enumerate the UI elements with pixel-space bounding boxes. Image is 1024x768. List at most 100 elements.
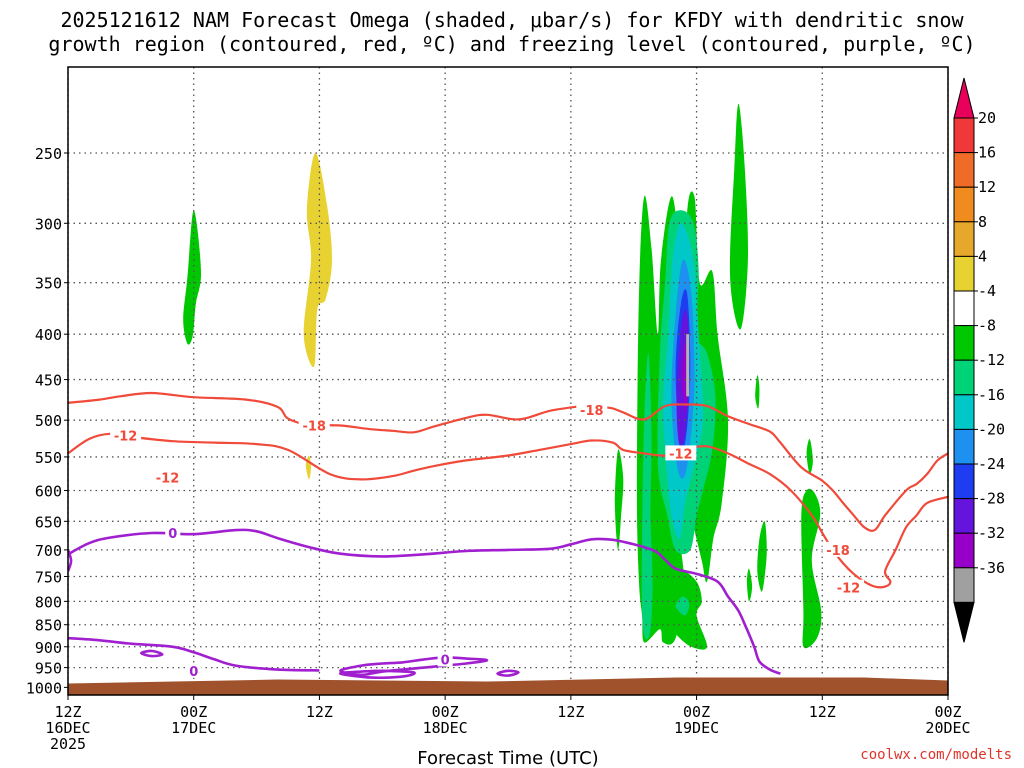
omega-region-14 (641, 352, 653, 640)
y-tick-label-450: 450 (35, 372, 62, 390)
colorbar-swatch-3 (953, 221, 975, 257)
x-tick-label-12-0: 00Z (180, 703, 207, 721)
dgz-extra-label-1-bg (665, 445, 697, 461)
colorbar-label-13: -36 (978, 559, 1005, 577)
omega-region-3 (183, 210, 202, 345)
colorbar-swatch-11 (953, 498, 975, 534)
plot-frame (67, 66, 949, 696)
ground-layer (68, 677, 948, 695)
y-tick-label-850: 850 (35, 617, 62, 635)
colorbar-swatch-8 (953, 394, 975, 430)
dgz-extra-label-2-bg (576, 402, 608, 418)
freezing-contour-3 (339, 669, 416, 680)
colorbar-label-6: -8 (978, 317, 996, 335)
omega-region-8 (757, 521, 767, 592)
omega-region-4 (729, 103, 749, 330)
dgz-extra-label-4-bg (832, 579, 864, 595)
dgz-extra-label-3-bg (822, 541, 854, 557)
x-tick-label-36-1: 18DEC (423, 719, 468, 737)
credit-text: coolwx.com/modelts (860, 747, 1012, 763)
omega-region-6 (806, 438, 813, 475)
x-tick-label-12-1: 17DEC (171, 719, 216, 737)
colorbar-swatch-12 (953, 532, 975, 569)
freezing-label-1-bg (186, 662, 202, 678)
freezing-label-0: 0 (168, 527, 177, 542)
colorbar-label-8: -16 (978, 386, 1005, 404)
colorbar-label-5: -4 (978, 282, 996, 300)
dgz-extra-label-0-bg (152, 469, 184, 485)
freezing-contour-1 (68, 636, 320, 672)
colorbar-swatch-0 (953, 117, 975, 154)
colorbar-swatch-6 (953, 325, 975, 361)
freezing-label-2: 0 (441, 653, 450, 668)
freezing-label-0-bg (165, 525, 181, 541)
x-tick-label-24-0: 12Z (306, 703, 333, 721)
colorbar-swatch-10 (953, 463, 975, 500)
x-tick-label-72-0: 12Z (809, 703, 836, 721)
colorbar-swatch-2 (953, 186, 975, 223)
y-tick-label-900: 900 (35, 639, 62, 657)
omega-region-10 (614, 449, 624, 551)
x-tick-label-84-0: 00Z (934, 703, 961, 721)
y-tick-label-1000: 1000 (26, 679, 62, 697)
colorbar-top-arrow (953, 77, 975, 119)
colorbar-bottom-arrow (953, 601, 975, 643)
colorbar-swatch-9 (953, 428, 975, 465)
freezing-contour-4 (496, 669, 520, 677)
freezing-contour-6 (68, 549, 73, 572)
colorbar-label-12: -32 (978, 524, 1005, 542)
y-tick-label-650: 650 (35, 513, 62, 531)
omega-region-5 (755, 375, 760, 409)
axis-layer: 250 300 350 400 450 500 550 600 650 700 750 800 850 9… (26, 145, 971, 753)
y-tick-label-600: 600 (35, 482, 62, 500)
x-tick-label-0-1: 16DEC (45, 719, 90, 737)
dgz-contour--18 (68, 391, 948, 532)
y-tick-label-550: 550 (35, 449, 62, 467)
freezing-contour-0 (68, 528, 781, 675)
omega-shading-layer (183, 103, 948, 650)
y-tick-label-950: 950 (35, 660, 62, 678)
freezing-label-2-bg (437, 651, 453, 667)
x-tick-label-36-0: 00Z (432, 703, 459, 721)
y-tick-label-350: 350 (35, 275, 62, 293)
colorbar-label-10: -24 (978, 455, 1005, 473)
y-tick-label-750: 750 (35, 568, 62, 586)
y-tick-label-400: 400 (35, 326, 62, 344)
freezing-label-1: 0 (189, 665, 198, 680)
colorbar-swatch-13 (953, 567, 975, 603)
x-axis-label: Forecast Time (UTC) (417, 748, 598, 768)
dgz-extra-label-3: -18 (826, 544, 850, 559)
colorbar-label-7: -12 (978, 351, 1005, 369)
y-tick-label-500: 500 (35, 412, 62, 430)
colorbar-label-3: 8 (978, 213, 987, 231)
y-tick-label-250: 250 (35, 145, 62, 163)
dgz-extra-label-0: -12 (156, 471, 180, 486)
dgz-label--18-bg (298, 417, 330, 433)
y-tick-label-700: 700 (35, 542, 62, 560)
x-tick-label-60-1: 19DEC (674, 719, 719, 737)
dgz-extra-label-2: -18 (580, 404, 604, 419)
dgz-extra-label-1: -12 (669, 447, 693, 462)
chart-title-line-1: 2025121612 NAM Forecast Omega (shaded, μ… (60, 8, 964, 32)
colorbar-label-9: -20 (978, 420, 1005, 438)
y-tick-label-800: 800 (35, 593, 62, 611)
colorbar-swatch-7 (953, 359, 975, 396)
colorbar-label-2: 12 (978, 178, 996, 196)
colorbar-label-4: 4 (978, 247, 987, 265)
freezing-contour-5 (139, 649, 164, 658)
x-tick-label-60-0: 00Z (683, 703, 710, 721)
x-tick-label-48-0: 12Z (557, 703, 584, 721)
dgz-label--12: -12 (114, 429, 138, 444)
surface-ground (68, 677, 948, 695)
colorbar-label-11: -28 (978, 490, 1005, 508)
colorbar-swatch-1 (953, 152, 975, 188)
dgz-label--18: -18 (302, 420, 326, 435)
colorbar-label-1: 16 (978, 144, 996, 162)
colorbar: 20 16 12 8 4 -4 -8 -12 -16 -20 -24 -28 -32 -36 (953, 77, 1005, 643)
contour-layer: -18 -12 -12 -12 -18 -18 -12 0 0 0 (68, 391, 948, 680)
x-tick-label-84-1: 20DEC (925, 719, 970, 737)
grid-layer (67, 67, 949, 695)
dgz-extra-label-4: -12 (837, 582, 861, 597)
omega-max-core (686, 334, 690, 397)
